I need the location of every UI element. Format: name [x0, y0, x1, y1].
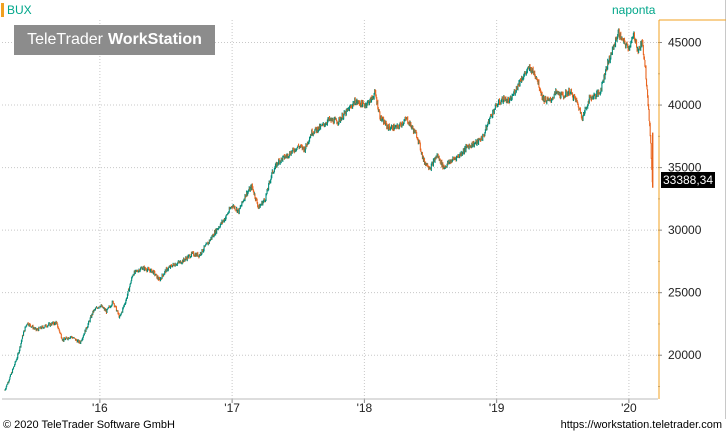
symbol-label[interactable]: BUX [7, 3, 32, 17]
y-tick-label: 40000 [668, 98, 702, 112]
y-tick-label: 30000 [668, 223, 702, 237]
x-tick-label: '18 [357, 401, 373, 415]
x-tick-label: '17 [224, 401, 240, 415]
y-tick-label: 45000 [668, 36, 702, 50]
chart-frame: 20000 25000 30000 35000 40000 45000 '16 '17 '18 '… [0, 0, 726, 419]
logo-text-workstation: WorkStation [107, 31, 202, 48]
price-chart[interactable]: 20000 25000 30000 35000 40000 45000 '16 '17 '18 '… [0, 0, 726, 419]
source-url[interactable]: https://workstation.teletrader.com [560, 419, 722, 431]
y-tick-label: 20000 [668, 348, 702, 362]
y-tick-label: 25000 [668, 286, 702, 300]
teletrader-logo: TeleTrader WorkStation [14, 25, 215, 55]
symbol-color-marker [1, 3, 4, 17]
x-tick-label: '19 [489, 401, 505, 415]
copyright-text: © 2020 TeleTrader Software GmbH [3, 419, 175, 431]
last-value-badge: 33388,34 [661, 172, 715, 188]
x-tick-label: '20 [621, 401, 637, 415]
logo-text-teletrader: TeleTrader [27, 31, 103, 48]
y-tick-label: 35000 [668, 161, 702, 175]
period-label[interactable]: naponta [612, 3, 656, 17]
x-tick-label: '16 [92, 401, 108, 415]
